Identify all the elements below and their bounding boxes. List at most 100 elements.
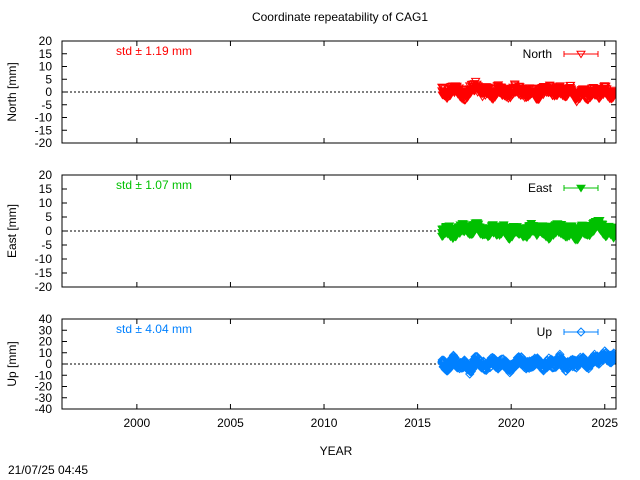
data-point (453, 226, 464, 235)
x-tick-label: 2015 (404, 416, 431, 430)
data-point (549, 360, 559, 370)
y-tick-label: -15 (35, 123, 53, 137)
y-tick-label: 0 (45, 224, 52, 238)
data-point (448, 353, 458, 364)
data-point (487, 355, 498, 366)
legend-label: East (528, 181, 553, 195)
data-point (493, 228, 503, 237)
legend-marker (576, 184, 586, 193)
data-point (476, 359, 486, 369)
data-point (504, 231, 515, 240)
data-point (510, 84, 520, 92)
plot-frame (61, 318, 617, 410)
data-point (459, 358, 470, 368)
data-point (605, 226, 616, 235)
data-point (609, 354, 616, 365)
y-tick-label: -20 (35, 280, 53, 294)
y-tick-label: 0 (45, 85, 52, 99)
legend-label: Up (537, 325, 553, 339)
y-tick-label: -40 (35, 402, 53, 416)
y-tick-label: -15 (35, 266, 53, 280)
data-point (566, 358, 576, 368)
y-tick-label: 20 (39, 168, 53, 182)
data-point (583, 229, 593, 237)
data-point (481, 86, 492, 95)
y-tick-label: 10 (39, 196, 53, 210)
x-tick-label: 2010 (311, 416, 338, 430)
data-point (549, 89, 560, 98)
x-tick-label: 2020 (498, 416, 525, 430)
data-point (554, 224, 565, 233)
y-tick-label: -10 (35, 111, 53, 125)
data-point (566, 85, 576, 94)
data-point (566, 226, 576, 235)
data-point (538, 225, 548, 234)
data-point (459, 223, 470, 232)
data-point (543, 84, 554, 93)
y-tick-label: 0 (45, 357, 52, 371)
data-point (510, 358, 520, 368)
data-series-up (437, 346, 616, 379)
x-axis-label: YEAR (320, 444, 353, 458)
data-point (538, 87, 548, 96)
data-point (437, 357, 447, 367)
data-point (493, 360, 503, 370)
y-axis-label: East [mm] (5, 204, 19, 258)
std-label: std ± 4.04 mm (116, 322, 192, 336)
data-point (437, 87, 447, 96)
std-label: std ± 1.19 mm (116, 44, 192, 58)
data-point (532, 93, 543, 102)
y-axis-label: Up [mm] (5, 341, 19, 386)
data-point (543, 231, 554, 240)
y-tick-label: 30 (39, 323, 53, 337)
data-point (442, 363, 453, 374)
data-point (498, 224, 509, 233)
x-tick-label: 2005 (217, 416, 244, 430)
y-tick-label: 15 (39, 47, 53, 61)
y-tick-label: -5 (41, 238, 52, 252)
data-point (470, 82, 481, 91)
data-point (532, 355, 543, 366)
data-point (588, 86, 599, 95)
y-tick-label: -30 (35, 391, 53, 405)
data-point (504, 91, 515, 100)
y-tick-label: -10 (35, 368, 53, 382)
data-point (609, 231, 616, 239)
y-tick-label: 5 (45, 210, 52, 224)
data-point (583, 92, 593, 101)
data-point (448, 231, 459, 239)
data-point (560, 91, 571, 100)
data-series-east (437, 217, 616, 245)
data-point (442, 225, 453, 234)
data-point (583, 361, 593, 371)
data-point (609, 90, 616, 99)
data-point (571, 359, 582, 369)
data-point (571, 233, 582, 242)
data-point (609, 351, 616, 361)
data-point (549, 226, 560, 235)
data-point (577, 88, 588, 97)
data-point (600, 350, 610, 360)
data-series-north (437, 77, 616, 107)
plot-frame (61, 174, 617, 288)
plot-frame (61, 40, 617, 144)
data-point (465, 86, 475, 94)
y-tick-label: -10 (35, 252, 53, 266)
data-point (521, 90, 532, 99)
legend-label: North (523, 47, 552, 61)
legend-marker (576, 327, 586, 337)
data-point (609, 348, 616, 358)
data-point (437, 229, 447, 237)
data-point (459, 93, 470, 102)
std-label: std ± 1.07 mm (116, 178, 192, 192)
y-tick-label: 40 (39, 312, 53, 326)
data-point (605, 92, 616, 101)
data-point (526, 86, 537, 94)
data-point (599, 85, 610, 94)
data-point (521, 230, 532, 239)
